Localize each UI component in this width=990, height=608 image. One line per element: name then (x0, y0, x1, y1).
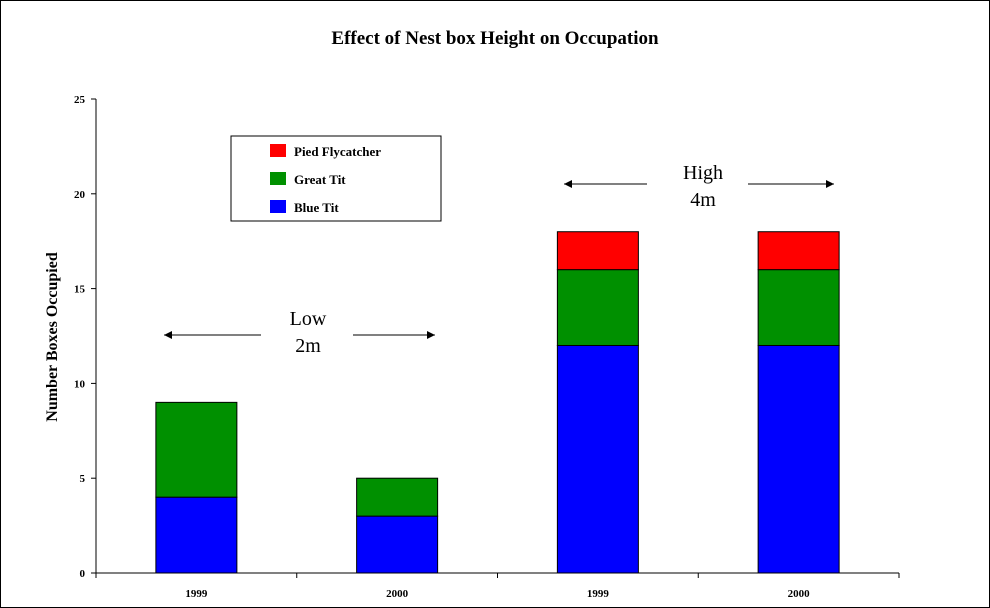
legend-swatch-pied-flycatcher (270, 144, 286, 157)
bar-great-tit-3 (757, 269, 840, 346)
bar-blue-tit-2 (556, 344, 639, 574)
axes-group: 0 5 10 15 20 25 1999 2000 1999 2000 (74, 94, 900, 600)
bar-pied-flycatcher-2 (556, 231, 639, 271)
annotation-1-line2: 4m (690, 189, 716, 211)
bar-great-tit-0 (155, 401, 238, 498)
legend-swatch-great-tit (270, 172, 286, 185)
y-axis-label: Number Boxes Occupied (44, 252, 61, 422)
y-tick-label-10: 10 (74, 378, 86, 390)
annotation-0-line2: 2m (295, 335, 321, 357)
bar-blue-tit-1 (356, 515, 439, 574)
annotation-1-line1: High (683, 162, 723, 184)
x-tick-label-2: 1999 (587, 588, 610, 600)
legend-label-great-tit: Great Tit (294, 172, 346, 187)
y-tick-label-25: 25 (74, 94, 86, 106)
legend: Pied Flycatcher Great Tit Blue Tit (230, 135, 442, 222)
legend-label-pied-flycatcher: Pied Flycatcher (294, 144, 381, 159)
annotations-group: Low 2m High 4m (164, 162, 834, 357)
bars-group (155, 231, 840, 574)
y-tick-label-5: 5 (80, 473, 86, 485)
bar-pied-flycatcher-3 (757, 231, 840, 271)
bar-blue-tit-3 (757, 344, 840, 574)
legend-box (230, 135, 442, 222)
bar-blue-tit-0 (155, 496, 238, 574)
legend-label-blue-tit: Blue Tit (294, 200, 339, 215)
y-tick-label-20: 20 (74, 189, 86, 201)
chart-title: Effect of Nest box Height on Occupation (331, 28, 659, 49)
annotation-0-line1: Low (290, 308, 327, 330)
y-tick-label-15: 15 (74, 284, 86, 296)
legend-swatch-blue-tit (270, 200, 286, 213)
bar-great-tit-2 (556, 269, 639, 346)
x-tick-label-1: 2000 (386, 588, 409, 600)
x-tick-label-3: 2000 (788, 588, 811, 600)
bar-great-tit-1 (356, 477, 439, 517)
x-tick-label-0: 1999 (185, 588, 208, 600)
y-tick-label-0: 0 (80, 568, 86, 580)
